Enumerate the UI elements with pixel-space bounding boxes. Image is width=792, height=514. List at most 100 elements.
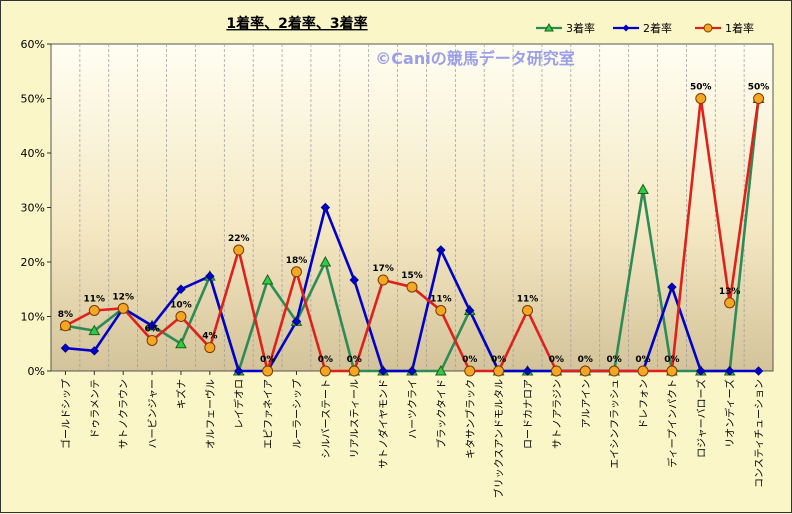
y-axis: 0% 10% 20% 30% 40% 50% 60% [21, 38, 51, 378]
data-label: 50% [748, 83, 770, 93]
data-point [753, 366, 764, 376]
data-point [407, 366, 417, 376]
data-label: 11% [430, 295, 452, 305]
data-point [146, 334, 158, 346]
data-point [377, 274, 389, 286]
x-tick-label: ルーラーシップ [291, 379, 303, 449]
x-tick-label: キズナ [175, 379, 188, 409]
x-tick-label: ドゥラメンテ [89, 379, 101, 439]
data-point [88, 324, 101, 336]
data-label: 0% [664, 355, 679, 365]
data-label: 0% [260, 355, 275, 365]
legend-label: 2着率 [643, 21, 672, 35]
data-label: 11% [84, 295, 106, 305]
data-point [435, 364, 447, 376]
chart-title: 1着率、2着率、3着率 [226, 15, 367, 32]
data-point [261, 273, 274, 285]
x-tick-label: サトノアラジン [551, 379, 563, 449]
data-point [378, 366, 388, 376]
data-point [465, 305, 475, 316]
x-tick-label: リアルスティール [350, 379, 361, 458]
series-layer [59, 92, 765, 377]
y-tick-label: 50% [21, 93, 45, 106]
data-point [464, 365, 476, 377]
x-tick-label: オルフェーヴル [204, 379, 217, 449]
data-point [89, 346, 100, 356]
x-tick-label: ドレフォン [639, 379, 650, 429]
data-label: 22% [228, 234, 250, 244]
data-label: 17% [372, 264, 394, 274]
data-point [436, 245, 446, 255]
legend: 3着率 2着率 1着率 [536, 21, 754, 35]
data-point [205, 271, 215, 281]
data-point [348, 365, 360, 377]
data-point [262, 365, 274, 377]
x-tick-label: リオンディーズ [724, 379, 737, 448]
data-label: 0% [318, 355, 333, 365]
data-point [435, 305, 447, 317]
y-tick-label: 60% [21, 38, 45, 51]
data-point [493, 365, 505, 377]
data-point [176, 284, 186, 294]
data-point [175, 311, 187, 322]
legend-marker [544, 22, 554, 32]
data-point [695, 93, 707, 104]
data-point [88, 305, 100, 317]
data-point [608, 365, 620, 377]
data-point [667, 282, 677, 292]
x-tick-label: シルバーステート [320, 379, 332, 459]
data-label: 11% [517, 295, 539, 305]
data-point [319, 255, 332, 267]
data-point [550, 365, 562, 377]
data-label: 10% [170, 301, 192, 311]
data-label: 8% [58, 310, 73, 320]
x-tick-label: エイシンフラッシュ [609, 379, 621, 469]
data-label: 18% [286, 256, 308, 266]
x-tick-label: ブラックタイド [435, 379, 448, 449]
data-point [320, 202, 331, 213]
data-point [724, 297, 736, 309]
y-tick-label: 30% [21, 202, 45, 215]
legend-marker [703, 23, 713, 33]
x-tick-label: レイデオロ [233, 379, 246, 429]
legend-label: 3着率 [566, 21, 595, 35]
x-tick-label: コンスティチューション [754, 379, 766, 488]
data-point [696, 366, 706, 376]
data-point [290, 266, 302, 278]
legend-label: 1着率 [725, 21, 754, 35]
legend-marker [622, 24, 630, 32]
data-point [666, 365, 678, 377]
y-tick-label: 40% [21, 147, 45, 160]
data-point [522, 366, 533, 376]
data-point [291, 316, 302, 327]
x-tick-label: ロードカナロア [523, 379, 535, 449]
data-label: 6% [144, 324, 159, 334]
data-point [319, 365, 331, 377]
data-label: 0% [462, 355, 477, 365]
data-label: 50% [690, 83, 712, 93]
x-tick-label: サトノダイヤモンド [377, 379, 390, 469]
data-label: 0% [635, 355, 650, 365]
data-point [59, 320, 71, 332]
data-point [522, 305, 534, 317]
data-point [117, 302, 129, 314]
data-label: 0% [578, 355, 593, 365]
x-tick-label: ハービンジャー [147, 379, 159, 449]
x-tick-label: キタサンブラック [464, 379, 477, 459]
x-tick-label: エピファネイア [263, 379, 275, 449]
y-tick-label: 10% [21, 311, 45, 324]
x-axis: ゴールドシップ ドゥラメンテ サトノクラウン ハービンジャー キズナ オルフェーヴル レイデ… [59, 371, 766, 498]
data-label: 0% [607, 355, 622, 365]
y-tick-label: 0% [28, 365, 45, 378]
watermark: ©Caniの競馬データ研究室 [375, 49, 574, 68]
data-label: 12% [112, 292, 134, 302]
plot-area [50, 43, 774, 372]
data-label: 0% [491, 355, 506, 365]
data-point [60, 343, 71, 353]
data-point [406, 281, 418, 293]
x-tick-label: ロジャーバローズ [695, 379, 708, 458]
data-point [637, 183, 649, 195]
data-point [724, 366, 735, 376]
